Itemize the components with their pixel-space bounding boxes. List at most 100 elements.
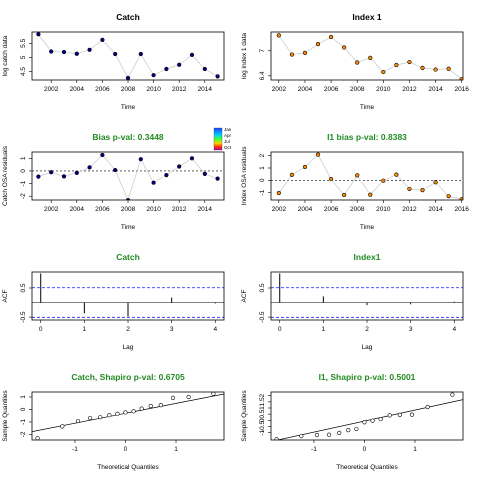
index1-qq-ytick-label: 0.5 — [259, 409, 266, 418]
index1-resid-point — [433, 180, 438, 185]
catch-resid-point — [100, 152, 105, 158]
index1-qq-point — [397, 412, 402, 417]
index1-resid-plot-area — [271, 152, 463, 200]
catch-point — [74, 51, 79, 56]
catch-resid-point — [151, 180, 156, 185]
catch-xtick-label: 2006 — [95, 86, 110, 93]
catch-acf-plot-area — [32, 273, 224, 318]
index1-xtick-label: 2010 — [376, 86, 391, 93]
index1-panel: Index 1 2002 2004 2006 2008 2010 2012 2014 2016 6… — [241, 12, 469, 111]
index1-qq-xtick-label: 1 — [413, 446, 417, 453]
index1-qq-point — [450, 392, 455, 397]
catch-frame — [31, 31, 225, 81]
catch-title: Catch — [116, 12, 140, 22]
catch-resid-xtick-label: 2012 — [172, 206, 187, 213]
index1-qq-plot-area — [274, 392, 463, 440]
catch-resid-ytick-label: 1 — [20, 156, 27, 160]
catch-resid-xtick-label: 2006 — [95, 206, 110, 213]
catch-qq-title: Catch, Shapiro p-val: 0.6705 — [71, 372, 185, 382]
index1-xtick-label: 2016 — [454, 86, 469, 93]
catch-acf-title: Catch — [116, 252, 140, 262]
index1-xtick-label: 2014 — [428, 86, 443, 93]
catch-resid-frame — [31, 151, 225, 201]
month-legend-bar — [213, 127, 223, 151]
index1-point — [459, 77, 463, 80]
catch-resid-point — [138, 157, 143, 162]
index1-acf-panel: Index1 0 1 2 3 4 -0.5 0.5 Lag ACF — [241, 252, 464, 351]
index1-resid-point — [420, 188, 425, 193]
catch-acf-xtick-label: 0 — [39, 326, 43, 333]
index1-qq-ytick-label: 1 — [259, 406, 266, 410]
catch-qq-ylabel: Sample Quantiles — [2, 390, 9, 442]
catch-qq-point — [186, 394, 191, 400]
catch-point — [36, 32, 41, 37]
catch-point — [113, 51, 118, 57]
index1-qq-ytick-label: 1.5 — [259, 397, 266, 406]
month-legend-label: Oct — [224, 145, 232, 150]
catch-ytick-label: 5 — [20, 55, 27, 59]
index1-xtick-label: 2004 — [298, 86, 313, 93]
catch-qq-point — [88, 415, 93, 421]
catch-qq-point — [107, 413, 112, 418]
index1-acf-xtick-label: 3 — [409, 326, 413, 333]
index1-resid-title: I1 bias p-val: 0.8383 — [327, 132, 407, 142]
catch-resid-point — [164, 173, 169, 178]
index1-acf-ylabel: ACF — [241, 289, 248, 302]
catch-resid-point — [202, 171, 207, 176]
index1-ytick-label: 6.4 — [259, 71, 266, 80]
index1-title: Index 1 — [352, 12, 382, 22]
index1-qq-frame — [270, 391, 464, 441]
catch-qq-point — [148, 403, 153, 409]
catch-resid-xtick-label: 2004 — [70, 206, 85, 213]
index1-qq-point — [354, 426, 359, 432]
index1-plot-area — [276, 33, 463, 80]
catch-point — [202, 66, 207, 72]
catch-qq-xlabel: Theoretical Quantiles — [97, 464, 159, 471]
catch-resid-ytick-label: -2 — [20, 193, 27, 199]
catch-resid-xlabel: Time — [121, 224, 136, 231]
index1-qq-ytick-label: 2 — [259, 394, 266, 398]
catch-acf-xtick-label: 2 — [126, 326, 130, 333]
index1-resid-point — [381, 178, 386, 183]
index1-resid-frame — [270, 151, 464, 201]
index1-resid-xtick-label: 2010 — [376, 206, 391, 213]
index1-acf-plot-area — [271, 273, 463, 318]
catch-qq-panel: Catch, Shapiro p-val: 0.6705 -1 0 1 -2 -1 0 1 Th… — [2, 372, 225, 471]
catch-resid-point — [74, 170, 79, 175]
index1-qq-point — [370, 418, 375, 423]
catch-acf-ytick-label: 0.5 — [20, 283, 27, 292]
index1-qq-point — [299, 434, 304, 439]
catch-point — [87, 47, 92, 52]
index1-qq-ytick-label: -1 — [259, 429, 266, 435]
index1-xtick-label: 2006 — [324, 86, 339, 93]
catch-panel: Catch 2002 2004 2006 2008 2010 2012 2014 4.5 5 5.5… — [2, 12, 225, 111]
catch-xtick-label: 2008 — [121, 86, 136, 93]
index1-resid-xtick-label: 2014 — [428, 206, 443, 213]
index1-resid-point — [446, 194, 451, 199]
index1-point — [446, 66, 451, 71]
catch-qq-point — [211, 392, 216, 396]
catch-point — [215, 74, 220, 79]
index1-resid-xtick-label: 2004 — [298, 206, 313, 213]
index1-qq-point — [314, 432, 320, 438]
catch-qq-frame — [31, 391, 225, 441]
index1-resid-point — [407, 186, 412, 192]
index1-resid-point — [394, 172, 399, 177]
catch-ylabel: log catch data — [2, 35, 9, 76]
index1-resid-ytick-label: 1 — [259, 166, 266, 170]
catch-qq-xtick-label: -1 — [72, 446, 78, 453]
index1-xlabel: Time — [360, 104, 375, 111]
index1-point — [289, 52, 294, 57]
catch-qq-point — [139, 406, 144, 411]
catch-resid-point — [113, 167, 118, 173]
catch-resid-ytick-label: -1 — [20, 180, 27, 186]
catch-acf-xtick-label: 3 — [170, 326, 174, 333]
index1-resid-xtick-label: 2006 — [324, 206, 339, 213]
index1-qq-point — [409, 412, 415, 417]
index1-xtick-label: 2012 — [402, 86, 417, 93]
index1-resid-point — [315, 152, 321, 157]
index1-resid-xtick-label: 2002 — [272, 206, 287, 213]
catch-qq-point — [35, 436, 40, 440]
